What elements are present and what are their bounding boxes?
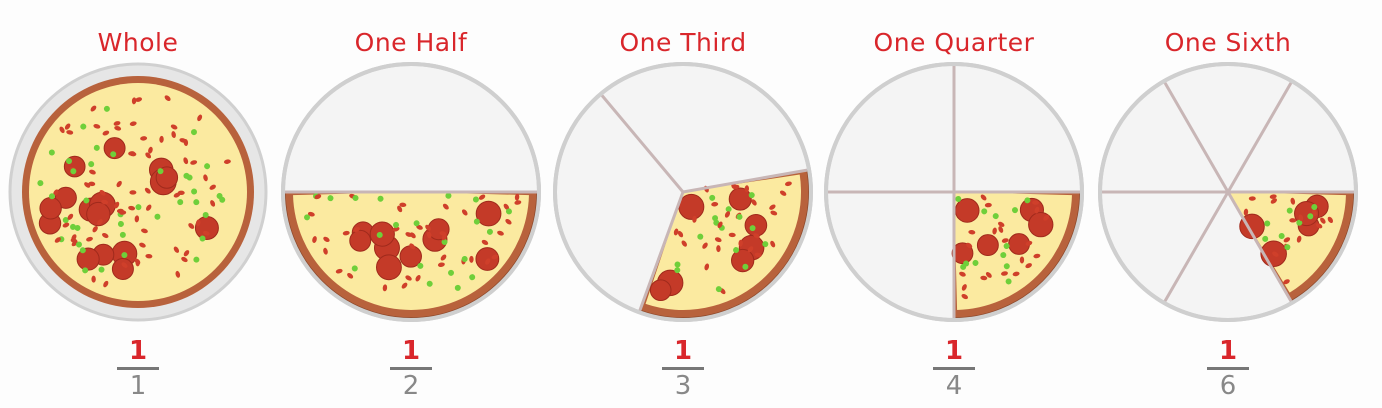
- fraction-half: 1 2: [386, 338, 436, 399]
- panel-title-whole: Whole: [8, 28, 268, 57]
- fraction-bar: [117, 367, 159, 370]
- denominator: 6: [1203, 373, 1253, 399]
- fraction-bar: [662, 367, 704, 370]
- numerator: 1: [929, 338, 979, 364]
- fraction-bar: [933, 367, 975, 370]
- denominator: 2: [386, 373, 436, 399]
- fraction-third: 1 3: [658, 338, 708, 399]
- panel-third: One Third 1 3: [553, 0, 813, 408]
- fraction-whole: 1 1: [113, 338, 163, 399]
- denominator: 1: [113, 373, 163, 399]
- denominator: 3: [658, 373, 708, 399]
- fraction-bar: [1207, 367, 1249, 370]
- numerator: 1: [1203, 338, 1253, 364]
- panel-title-half: One Half: [281, 28, 541, 57]
- fraction-bar: [390, 367, 432, 370]
- panel-half: One Half 1 2: [281, 0, 541, 408]
- panel-sixth: One Sixth 1 6: [1098, 0, 1358, 408]
- panel-title-quarter: One Quarter: [824, 28, 1084, 57]
- panel-title-third: One Third: [553, 28, 813, 57]
- numerator: 1: [113, 338, 163, 364]
- fraction-quarter: 1 4: [929, 338, 979, 399]
- panel-title-sixth: One Sixth: [1098, 28, 1358, 57]
- panel-quarter: One Quarter 1 4: [824, 0, 1084, 408]
- fraction-sixth: 1 6: [1203, 338, 1253, 399]
- numerator: 1: [386, 338, 436, 364]
- denominator: 4: [929, 373, 979, 399]
- panel-whole: Whole 1 1: [8, 0, 268, 408]
- numerator: 1: [658, 338, 708, 364]
